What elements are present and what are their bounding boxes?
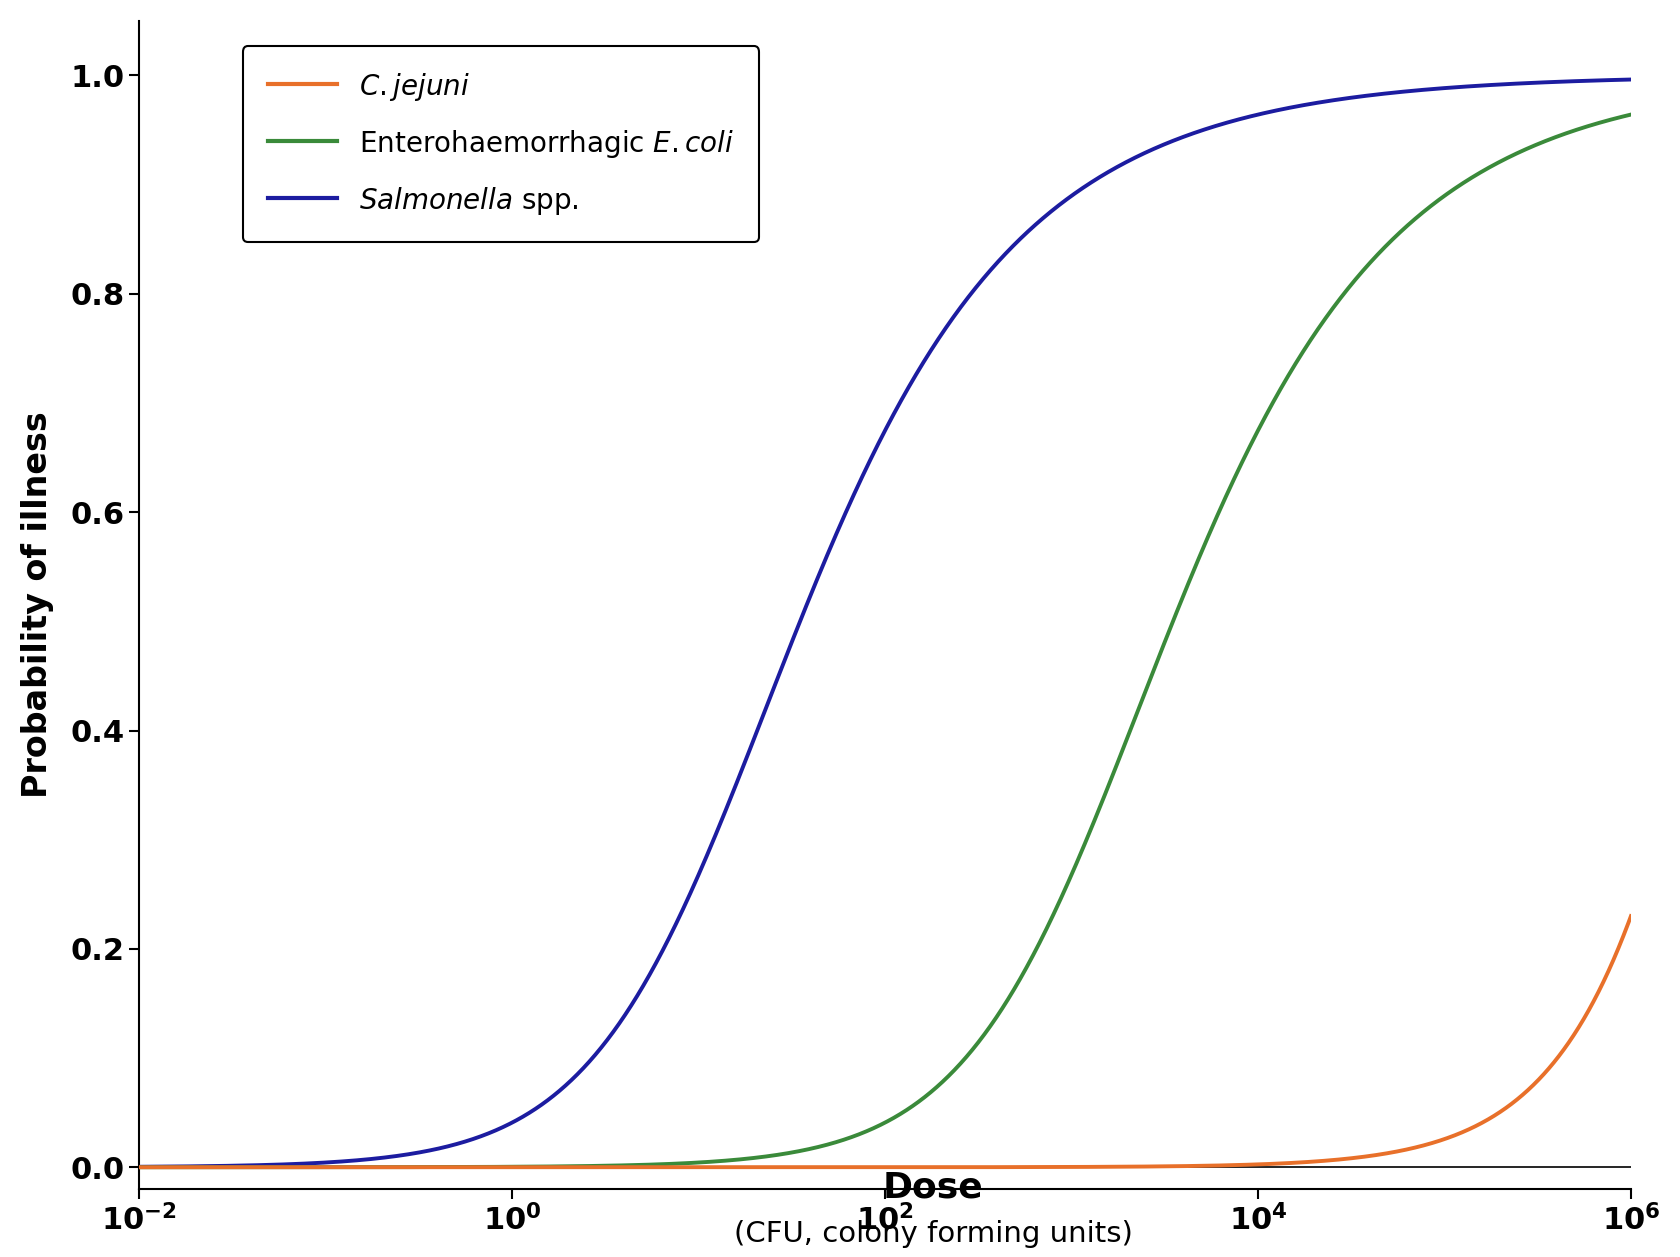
Text: Dose: Dose [882,1170,983,1205]
Y-axis label: Probability of illness: Probability of illness [20,411,54,798]
Text: (CFU, colony forming units): (CFU, colony forming units) [732,1221,1132,1248]
Legend: $\it{C. jejuni}$, Enterohaemorrhagic $\it{E. coli}$, $\it{Salmonella}$ spp.: $\it{C. jejuni}$, Enterohaemorrhagic $\i… [242,47,759,243]
